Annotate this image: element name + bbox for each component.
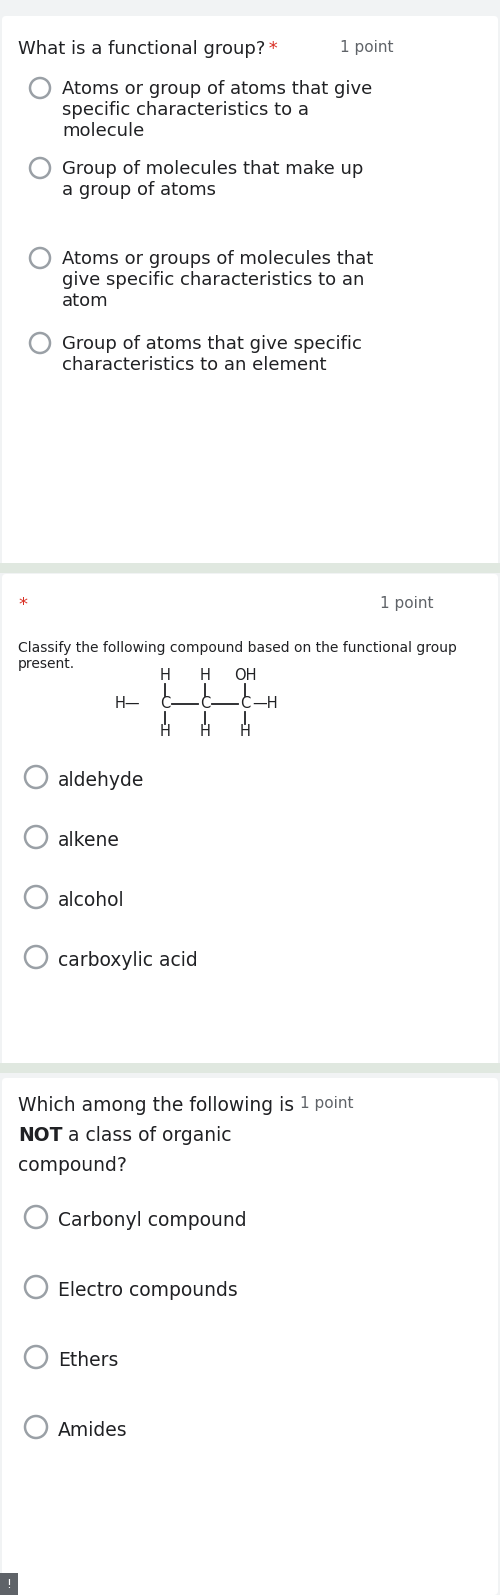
Text: OH: OH [234, 668, 256, 684]
Text: carboxylic acid: carboxylic acid [58, 951, 198, 970]
Text: Amides: Amides [58, 1421, 128, 1440]
FancyBboxPatch shape [2, 1078, 498, 1595]
Text: Classify the following compound based on the functional group: Classify the following compound based on… [18, 641, 457, 656]
Text: Atoms or groups of molecules that: Atoms or groups of molecules that [62, 250, 373, 268]
Text: C: C [160, 697, 170, 711]
Text: C: C [200, 697, 210, 711]
Text: C: C [240, 697, 250, 711]
Text: Carbonyl compound: Carbonyl compound [58, 1211, 246, 1230]
Text: alcohol: alcohol [58, 892, 124, 911]
Text: 1 point: 1 point [380, 597, 434, 611]
Bar [0, 1062, 500, 1073]
Text: *: * [18, 597, 27, 614]
Text: Group of atoms that give specific: Group of atoms that give specific [62, 335, 362, 352]
Text: !: ! [6, 1577, 12, 1590]
Text: Ethers: Ethers [58, 1351, 118, 1370]
Bar [0, 563, 500, 573]
Text: specific characteristics to a: specific characteristics to a [62, 100, 309, 120]
Text: characteristics to an element: characteristics to an element [62, 356, 326, 373]
Text: 1 point: 1 point [300, 1096, 354, 1112]
Text: a group of atoms: a group of atoms [62, 180, 216, 199]
Text: —H: —H [252, 697, 278, 711]
Text: compound?: compound? [18, 1156, 127, 1176]
Text: H—: H— [115, 697, 140, 711]
FancyBboxPatch shape [2, 574, 498, 1069]
Bar [0, 1573, 18, 1595]
Text: H: H [200, 668, 210, 684]
Text: Which among the following is: Which among the following is [18, 1096, 294, 1115]
Text: H: H [200, 724, 210, 740]
Text: H: H [160, 668, 170, 684]
Text: a class of organic: a class of organic [62, 1126, 232, 1145]
Text: 1 point: 1 point [340, 40, 394, 54]
Text: H: H [160, 724, 170, 740]
Text: Group of molecules that make up: Group of molecules that make up [62, 160, 364, 179]
Text: present.: present. [18, 657, 75, 671]
Text: NOT: NOT [18, 1126, 62, 1145]
Text: Atoms or group of atoms that give: Atoms or group of atoms that give [62, 80, 372, 97]
Text: molecule: molecule [62, 121, 144, 140]
Text: *: * [263, 40, 278, 57]
Text: H: H [240, 724, 250, 740]
Text: atom: atom [62, 292, 108, 309]
FancyBboxPatch shape [2, 16, 498, 569]
Text: give specific characteristics to an: give specific characteristics to an [62, 271, 364, 289]
Text: aldehyde: aldehyde [58, 770, 144, 790]
Text: Electro compounds: Electro compounds [58, 1281, 238, 1300]
Text: What is a functional group?: What is a functional group? [18, 40, 266, 57]
Text: alkene: alkene [58, 831, 120, 850]
